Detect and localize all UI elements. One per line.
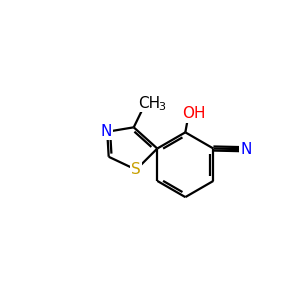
- Text: 3: 3: [158, 102, 165, 112]
- Text: OH: OH: [182, 106, 205, 121]
- Text: S: S: [131, 162, 141, 177]
- Text: CH: CH: [138, 96, 160, 111]
- Text: N: N: [100, 124, 111, 139]
- Text: N: N: [241, 142, 252, 157]
